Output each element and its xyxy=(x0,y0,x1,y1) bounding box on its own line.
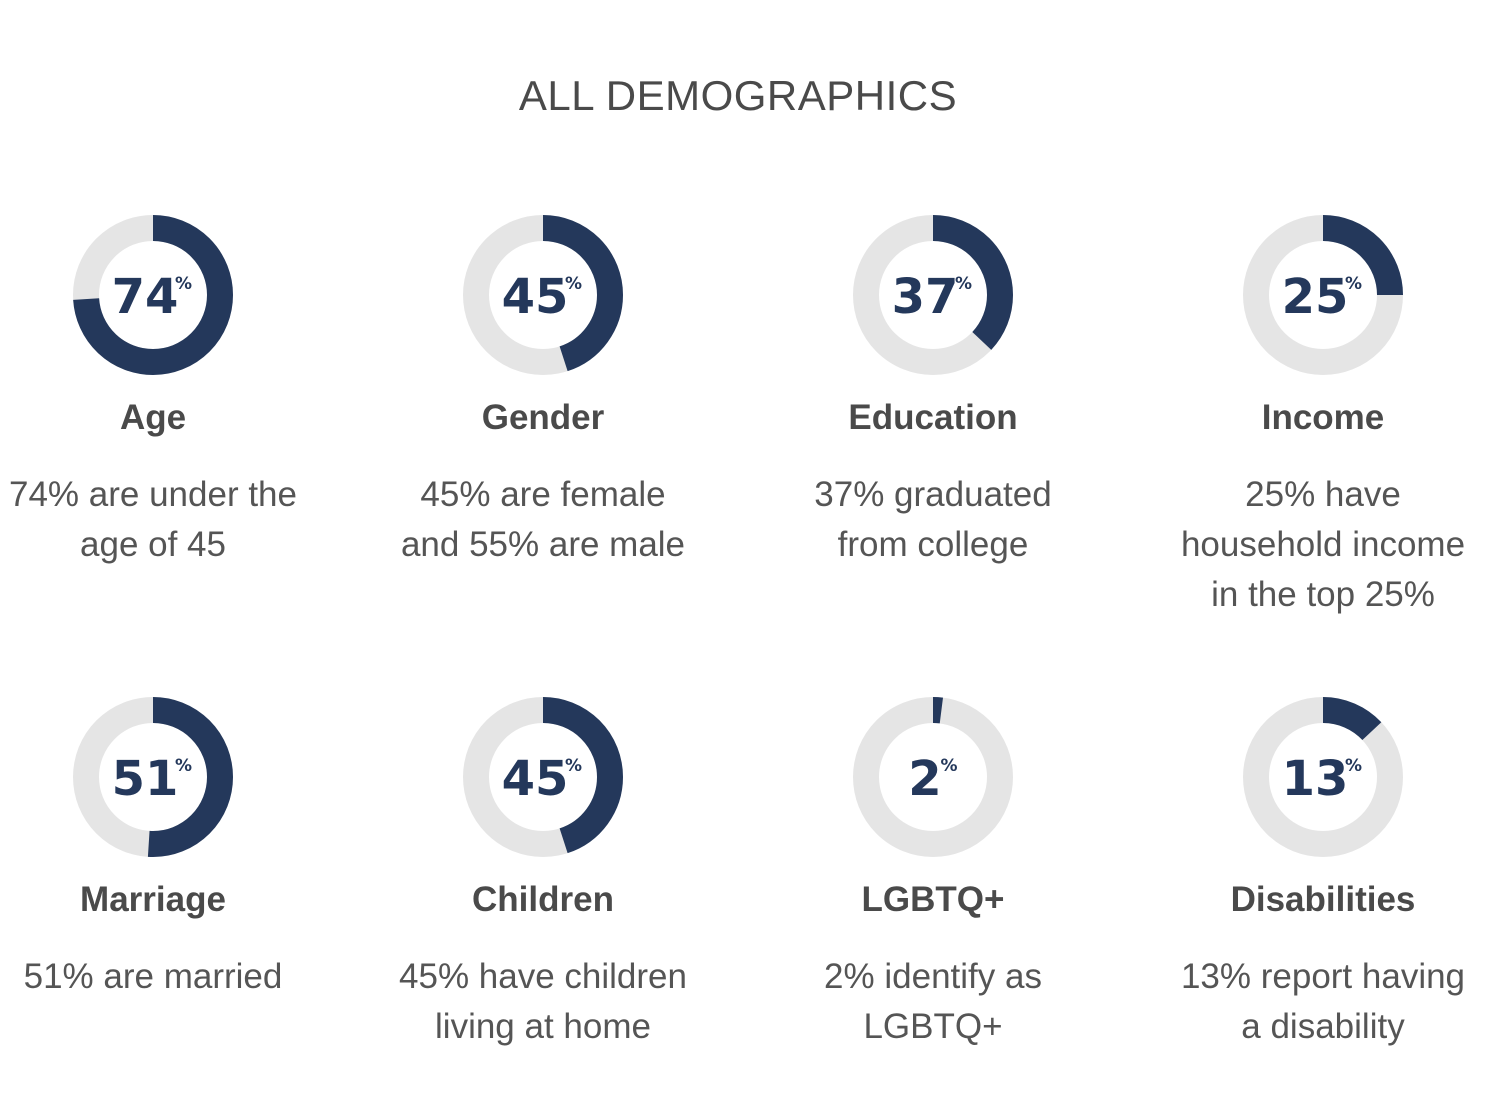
description-line: a disability xyxy=(1241,1007,1405,1046)
donut-chart: 74% xyxy=(72,214,234,376)
donut-value-label: 45 xyxy=(502,751,569,807)
description-line: 74% are under the xyxy=(9,475,297,514)
percent-unit-label: % xyxy=(941,756,958,776)
description-line: and 55% are male xyxy=(400,525,686,564)
donut-chart: 13% xyxy=(1242,696,1404,858)
donut-value-label: 51 xyxy=(112,751,179,807)
description-line: 37% graduated xyxy=(814,475,1052,514)
donut-value-arc xyxy=(463,697,623,857)
description-line: from college xyxy=(837,525,1029,564)
donut-value-label: 37 xyxy=(892,269,959,325)
donut-chart: 2% xyxy=(852,696,1014,858)
donut-value-arc xyxy=(73,697,233,857)
card-title: Income xyxy=(1261,398,1385,437)
card-title: Disabilities xyxy=(1230,880,1416,919)
donut-value-arc xyxy=(1243,697,1403,857)
description-line: 13% report having xyxy=(1180,957,1466,996)
donut-svg: 13% xyxy=(1243,697,1403,857)
description-line: age of 45 xyxy=(80,525,226,564)
description-line: 45% are female xyxy=(420,475,666,514)
percent-unit-label: % xyxy=(955,274,972,294)
description-line: household income xyxy=(1180,525,1466,564)
percent-unit-label: % xyxy=(175,274,192,294)
card-description: 2% identify as LGBTQ+ xyxy=(768,952,1098,1052)
donut-value-label: 2 xyxy=(908,751,941,807)
card-description: 13% report having a disability xyxy=(1158,952,1488,1052)
donut-svg: 45% xyxy=(463,215,623,375)
donut-svg: 37% xyxy=(853,215,1013,375)
donut-value-label: 45 xyxy=(502,269,569,325)
donut-chart: 45% xyxy=(462,214,624,376)
card-description: 51% are married xyxy=(0,952,318,1002)
donut-value-label: 13 xyxy=(1282,751,1349,807)
percent-unit-label: % xyxy=(1345,756,1362,776)
percent-unit-label: % xyxy=(1345,274,1362,294)
donut-chart: 45% xyxy=(462,696,624,858)
percent-unit-label: % xyxy=(565,274,582,294)
donut-value-label: 25 xyxy=(1282,269,1349,325)
description-line: LGBTQ+ xyxy=(863,1007,1003,1046)
percent-unit-label: % xyxy=(565,756,582,776)
card-title: Children xyxy=(472,880,614,919)
donut-svg: 74% xyxy=(73,215,233,375)
page-title: ALL DEMOGRAPHICS xyxy=(518,72,958,119)
description-line: 25% have xyxy=(1245,475,1401,514)
card-title: Age xyxy=(119,398,187,437)
description-line: 45% have children xyxy=(399,957,687,996)
card-title: Gender xyxy=(481,398,605,437)
card-description: 45% are female and 55% are male xyxy=(378,470,708,570)
card-description: 25% have household income in the top 25% xyxy=(1158,470,1488,620)
donut-svg: 2% xyxy=(853,697,1013,857)
card-description: 45% have children living at home xyxy=(378,952,708,1052)
donut-chart: 37% xyxy=(852,214,1014,376)
card-title: Education xyxy=(848,398,1018,437)
description-line: living at home xyxy=(435,1007,651,1046)
donut-svg: 51% xyxy=(73,697,233,857)
percent-unit-label: % xyxy=(175,756,192,776)
donut-chart: 51% xyxy=(72,696,234,858)
description-line: 2% identify as xyxy=(824,957,1042,996)
donut-value-label: 74 xyxy=(112,269,179,325)
card-title: LGBTQ+ xyxy=(861,880,1005,919)
card-description: 37% graduated from college xyxy=(768,470,1098,570)
donut-value-arc xyxy=(463,215,623,375)
donut-chart: 25% xyxy=(1242,214,1404,376)
description-line: in the top 25% xyxy=(1211,575,1435,614)
description-line: 51% are married xyxy=(23,957,283,996)
donut-value-arc xyxy=(1243,215,1403,375)
donut-value-arc xyxy=(73,215,233,375)
card-description: 74% are under the age of 45 xyxy=(0,470,318,570)
card-title: Marriage xyxy=(80,880,226,919)
donut-value-arc xyxy=(853,215,1013,375)
donut-value-arc xyxy=(853,697,1013,857)
donut-svg: 25% xyxy=(1243,215,1403,375)
donut-svg: 45% xyxy=(463,697,623,857)
